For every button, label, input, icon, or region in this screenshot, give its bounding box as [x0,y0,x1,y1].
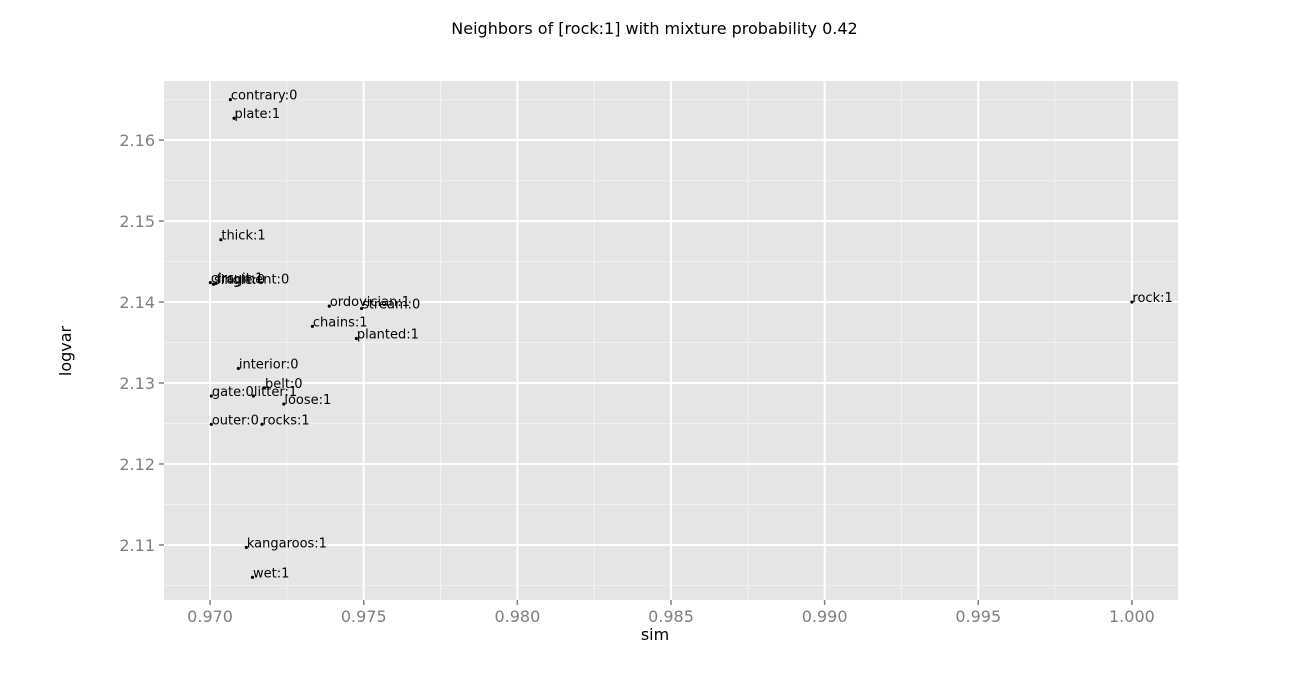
data-point [236,366,240,371]
data-point [219,238,223,242]
y-tick-label: 2.13 [119,374,155,393]
data-point [208,281,212,285]
data-point [1130,300,1134,304]
data-point [354,336,358,341]
x-tick-label: 0.980 [494,607,540,626]
point-label: ordovician:1 [330,295,410,310]
x-tick-label: 0.995 [955,607,1001,626]
y-tick-label: 2.15 [119,212,155,231]
data-point [327,304,331,308]
point-label: plate:1 [235,107,281,122]
y-axis: 2.11 2.12 2.13 2.14 2.15 2.16 [119,131,164,555]
data-point [211,282,216,286]
y-tick-label: 2.16 [119,131,155,150]
data-points: contrary:0 plate:1 thick:1 circuit:1single:… [208,89,1173,581]
x-tick-label: 0.985 [648,607,694,626]
point-label: contrary:0 [231,89,298,104]
point-label: chains:1 [313,315,368,330]
data-point [260,422,264,426]
x-tick-label: 0.975 [341,607,387,626]
point-label: fragment:0 [216,272,289,287]
x-axis-title: sim [641,625,669,644]
x-tick-label: 0.990 [802,607,848,626]
data-point [209,394,213,398]
point-label: single:0 [214,273,265,288]
data-point [250,575,255,579]
y-tick-label: 2.14 [119,293,155,312]
point-label: loose:1 [284,393,331,408]
point-label: gate:0 [212,385,254,400]
point-label: kangaroos:1 [247,536,327,551]
point-label: outer:0 [212,413,259,428]
data-point [310,324,315,328]
data-point [251,394,256,398]
major-grid [164,81,1178,600]
data-point [209,422,213,426]
point-label: rocks:1 [263,413,310,428]
y-axis-title: logvar [56,325,75,376]
chart-title: Neighbors of [rock:1] with mixture proba… [451,19,857,38]
point-label: circuit:1 [211,272,264,287]
x-tick-label: 0.970 [187,607,233,626]
data-point [244,545,248,549]
data-point [228,98,232,102]
data-point [214,281,218,286]
point-label: thick:1 [221,229,265,244]
point-label: wet:1 [253,566,289,581]
data-point [359,306,364,311]
x-tick-label: 1.000 [1109,607,1155,626]
point-label: stream:0 [362,298,420,313]
y-tick-label: 2.12 [119,455,155,474]
data-point [282,402,286,406]
point-label: belt:0 [265,377,303,392]
point-label: rock:1 [1132,291,1172,306]
point-label: planted:1 [357,327,419,342]
x-axis: 0.970 0.975 0.980 0.985 0.990 0.995 1.000 [187,600,1155,626]
y-tick-label: 2.11 [119,536,155,555]
point-label: litter:1 [254,385,297,400]
data-point [232,116,236,120]
data-point [262,386,267,390]
point-label: interior:0 [239,357,299,372]
